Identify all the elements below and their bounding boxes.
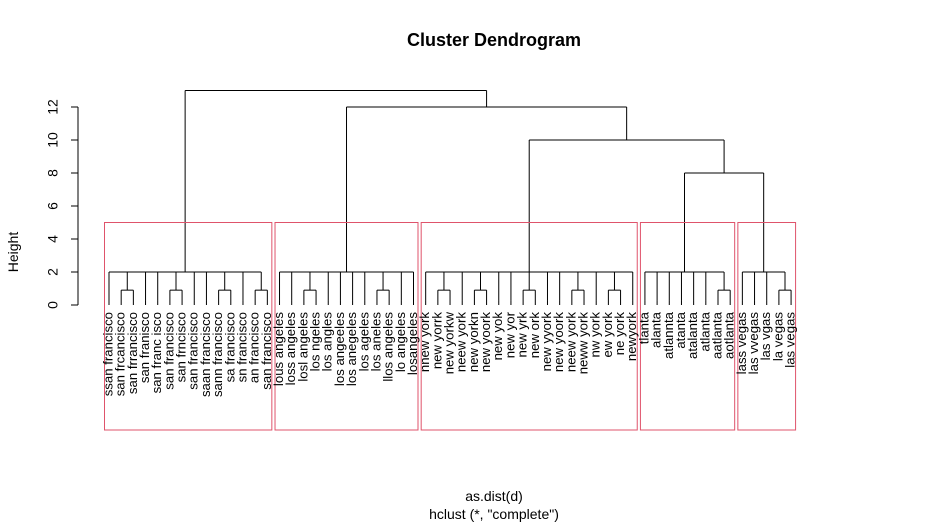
- leaf-label: an francisco: [247, 312, 262, 383]
- leaf-label: tlanta: [636, 311, 651, 344]
- cluster-rect-atlanta: [639, 222, 736, 431]
- leaf-label: loss angeles: [283, 312, 298, 386]
- leaf-label: new yoork: [478, 312, 493, 373]
- leaf-label: lass vegas: [734, 312, 749, 375]
- leaf-label: new ork: [527, 312, 542, 359]
- leaf-label: las vvegas: [746, 312, 761, 375]
- chart-title: Cluster Dendrogram: [407, 30, 581, 50]
- leaf-label: san frncisco: [174, 312, 189, 382]
- leaf-label: losangeles: [405, 312, 420, 375]
- leaf-label: atalanta: [685, 311, 700, 359]
- cluster-rect-new-york: [420, 222, 638, 431]
- leaf-label: ew york: [600, 312, 615, 358]
- leaf-label: new yoork: [551, 312, 566, 373]
- cluster-rect-san-francisco: [104, 222, 273, 431]
- leaf-label: la vegas: [770, 312, 785, 362]
- leaf-label: los angeeles: [332, 312, 347, 386]
- leaf-label: san francisco: [186, 312, 201, 390]
- leaf-label: san francisco: [259, 312, 274, 390]
- leaf-label: los aneles: [368, 312, 383, 372]
- y-tick-label: 0: [45, 301, 61, 309]
- leaf-label: new yor: [502, 311, 517, 358]
- leaf-label: san frcancisco: [113, 312, 128, 396]
- leaf-label: nw york: [588, 312, 603, 358]
- y-tick-label: 6: [45, 202, 61, 210]
- leaf-label: nnew york: [417, 312, 432, 373]
- cluster-rectangles: [104, 222, 797, 431]
- leaf-label: llos angeles: [381, 312, 396, 382]
- leaf-label: sann francisco: [210, 312, 225, 397]
- leaf-label: new yorkn: [466, 312, 481, 372]
- y-axis-label: Height: [5, 232, 21, 273]
- leaf-label: losl angeles: [295, 312, 310, 382]
- x-axis-label: as.dist(d): [465, 488, 523, 504]
- y-tick-label: 10: [45, 132, 61, 148]
- leaf-label: los angles: [320, 312, 335, 372]
- leaf-label: ne york: [612, 312, 627, 356]
- leaf-label: sa francisco: [222, 312, 237, 382]
- leaf-label: atlanta: [697, 311, 712, 351]
- cluster-rect-los-angeles: [274, 222, 419, 431]
- leaf-label: newyork: [624, 312, 639, 362]
- cluster-rect-las-vegas: [737, 222, 797, 431]
- leaf-label: los ngeles: [308, 312, 323, 372]
- leaf-label: aatlanta: [709, 311, 724, 359]
- leaf-label: las vgas: [758, 312, 773, 361]
- y-tick-label: 8: [45, 169, 61, 177]
- leaf-label: new yorkw: [442, 312, 457, 375]
- leaf-label: aotlanta: [722, 311, 737, 359]
- leaf-label: new yok: [490, 312, 505, 361]
- leaf-label: los anegeles: [344, 312, 359, 386]
- leaf-label: neew york: [454, 312, 469, 373]
- leaf-label: atanta: [673, 311, 688, 348]
- leaf-label: new yrk: [515, 312, 530, 358]
- y-tick-label: 2: [45, 268, 61, 276]
- dendrogram-branches: [108, 90, 792, 305]
- leaf-label: lo angeles: [393, 312, 408, 373]
- leaf-label: san frrancisco: [125, 312, 140, 394]
- method-sublabel: hclust (*, "complete"): [429, 506, 559, 522]
- y-axis: 0 2 4 6 8 10 12: [45, 99, 79, 309]
- leaf-label: new yyork: [539, 312, 554, 372]
- y-tick-label: 4: [45, 235, 61, 243]
- leaf-label: san franc isco: [149, 312, 164, 393]
- leaf-label: alanta: [649, 311, 664, 348]
- leaf-label: los ageles: [356, 312, 371, 372]
- leaf-label: new yorrk: [429, 312, 444, 370]
- leaf-label: san francisco: [161, 312, 176, 390]
- leaf-label: saan francisco: [198, 312, 213, 397]
- y-tick-label: 12: [45, 99, 61, 115]
- leaf-label: sn francisco: [234, 312, 249, 382]
- leaf-label: neew york: [563, 312, 578, 373]
- leaf-label: las vegas: [783, 312, 798, 368]
- leaf-label: neww york: [576, 312, 591, 375]
- leaf-label: ssan francisco: [100, 312, 115, 396]
- leaf-label: atlannta: [661, 311, 676, 359]
- leaf-label: san franisco: [137, 312, 152, 383]
- leaf-label: lous angeles: [271, 312, 286, 386]
